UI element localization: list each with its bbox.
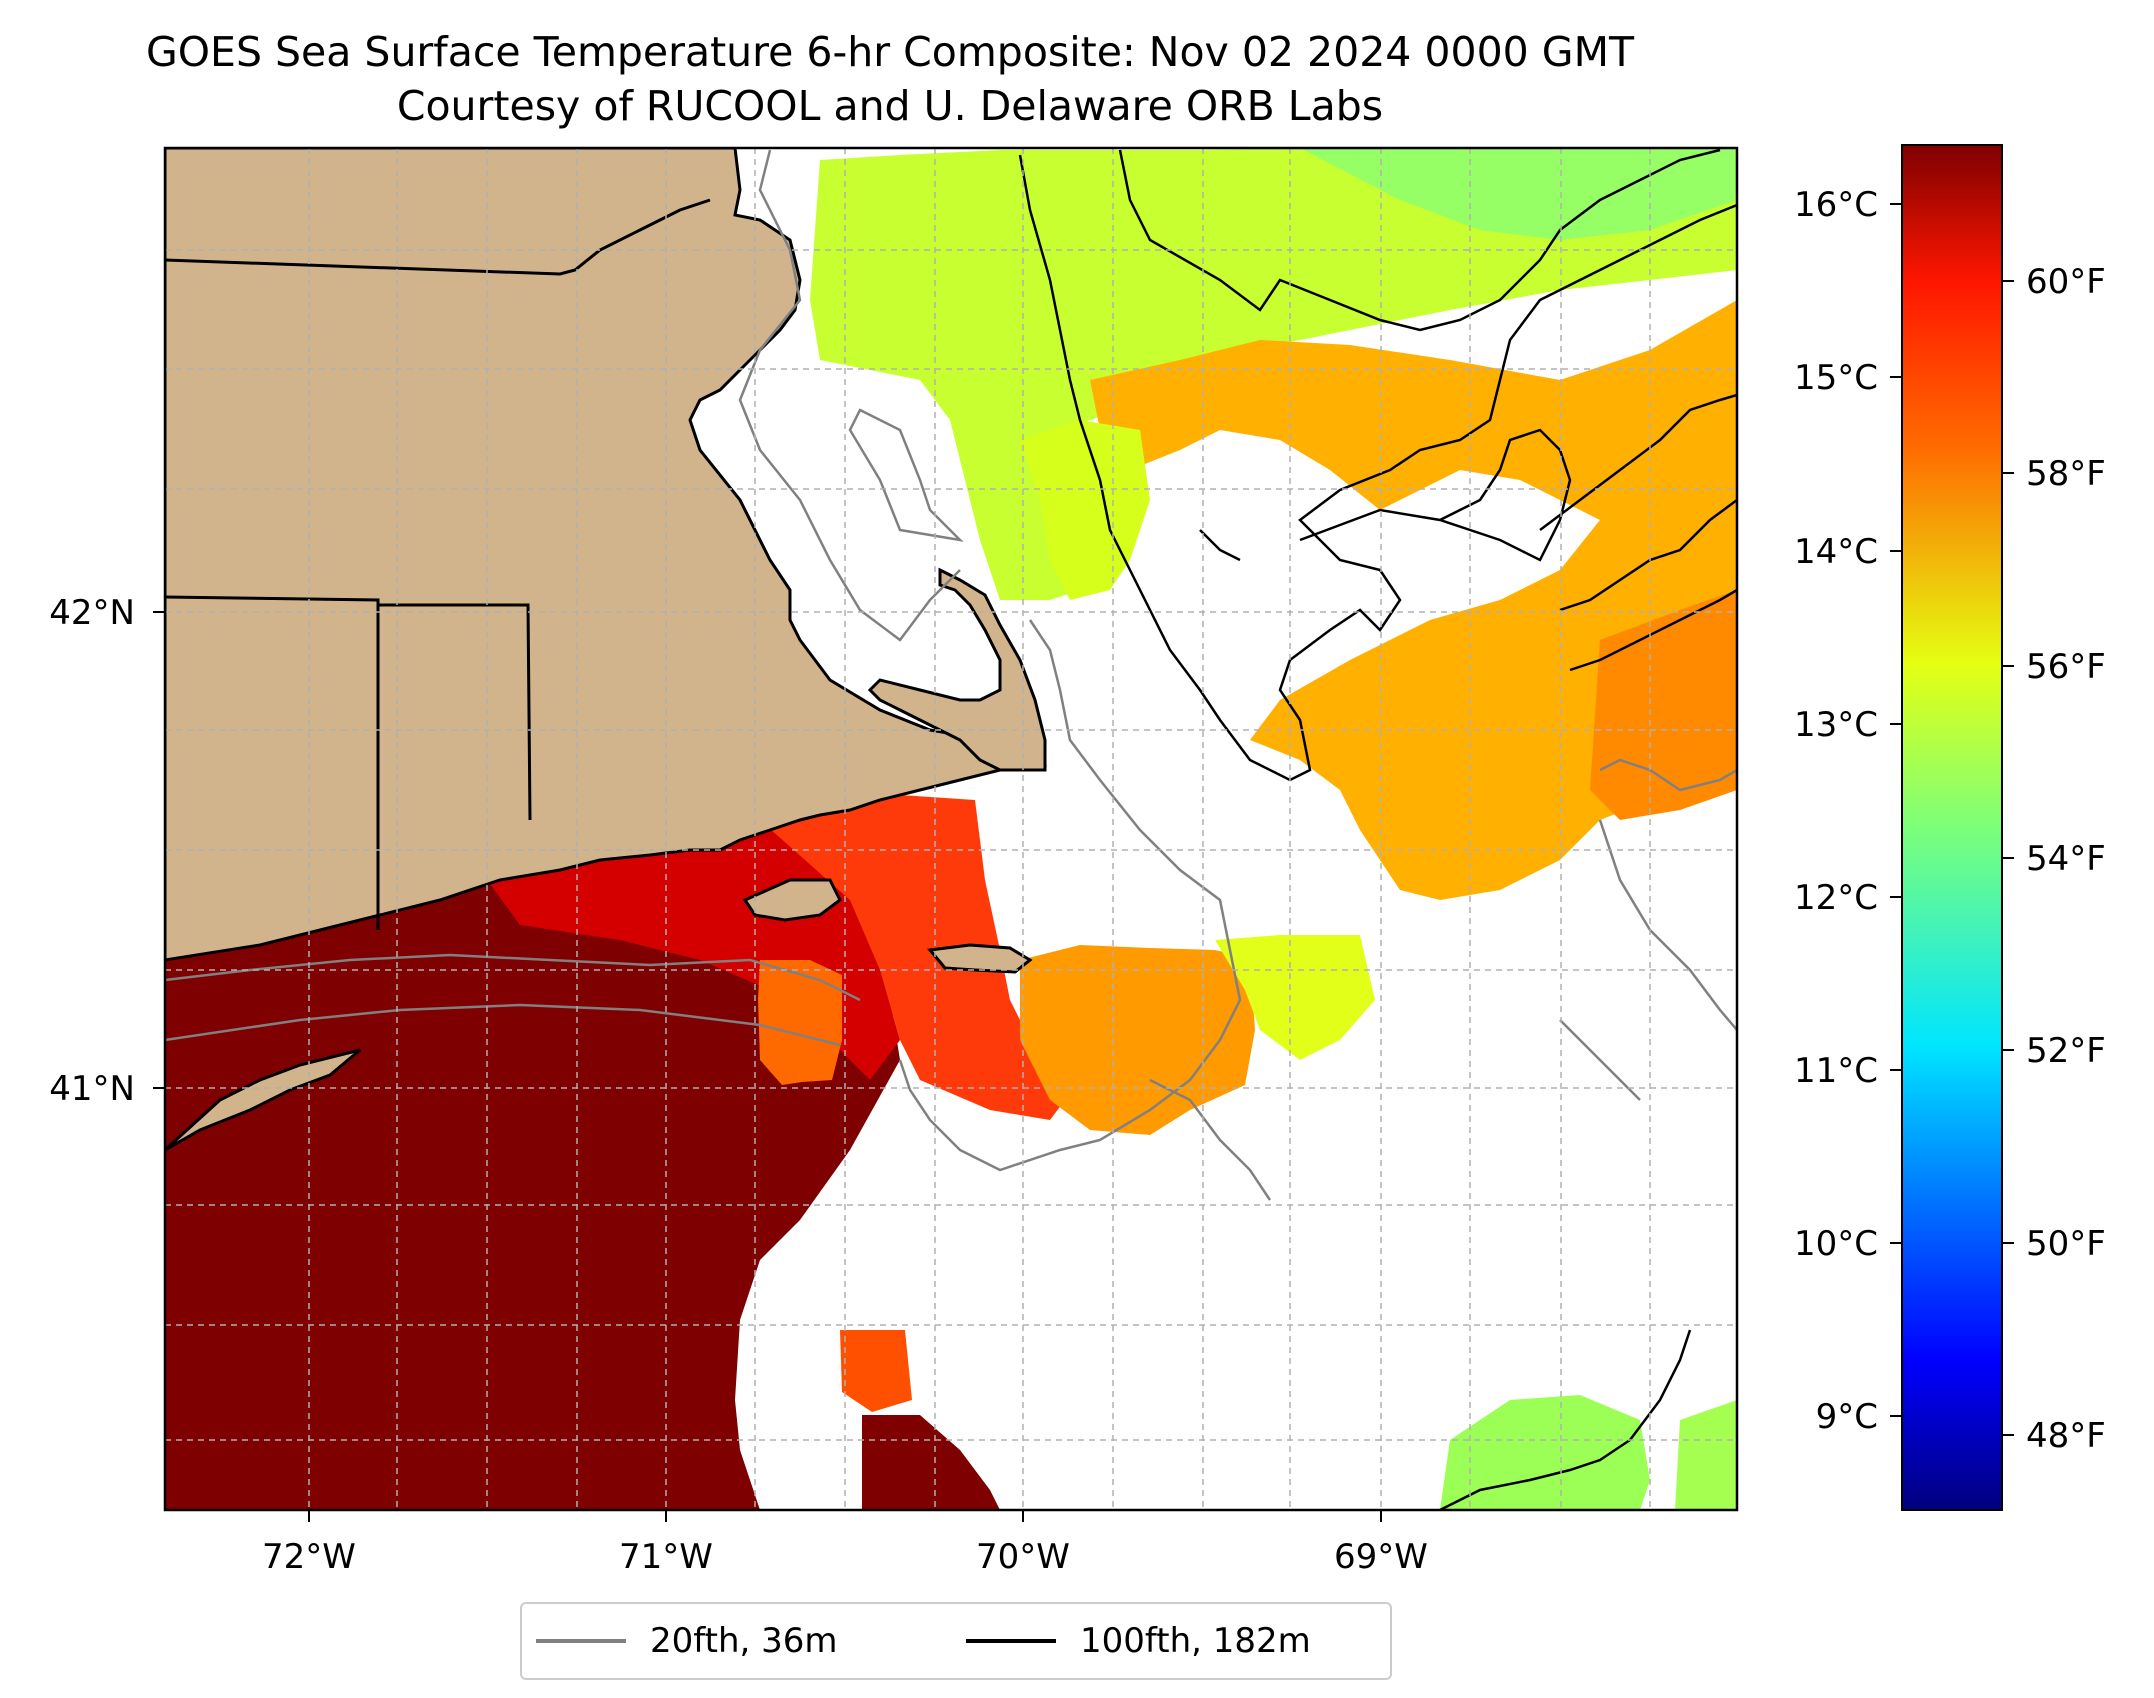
chart-subtitle: Courtesy of RUCOOL and U. Delaware ORB L…: [396, 82, 1384, 130]
legend-swatch-black: [966, 1639, 1056, 1643]
celsius-label: 10°C: [1794, 1224, 1878, 1264]
celsius-label: 14°C: [1794, 532, 1878, 572]
legend: 20fth, 36m 100fth, 182m: [520, 1602, 1392, 1680]
ma-ct-ri-border: [165, 595, 380, 930]
colorbar-ticks: [1890, 203, 2014, 1436]
sst-orange-patch-south2: [840, 1330, 912, 1412]
fahrenheit-label: 54°F: [2026, 839, 2106, 879]
axis-ticks: [153, 611, 1382, 1522]
map-frame: [163, 146, 1739, 1512]
celsius-label: 12°C: [1794, 878, 1878, 918]
sst-yellow-west-band: [1020, 420, 1150, 600]
lat-label: 41°N: [49, 1069, 135, 1109]
lon-axis-labels: 72°W 71°W 70°W 69°W: [262, 1537, 1428, 1577]
lat-label: 42°N: [49, 593, 135, 633]
map-area: [165, 148, 1737, 1510]
sst-green-south-east: [1440, 1395, 1650, 1510]
legend-item-100fth: 100fth, 182m: [966, 1604, 1311, 1678]
legend-label: 100fth, 182m: [1080, 1621, 1311, 1661]
isobath-20fth: [165, 149, 1737, 1201]
colorbar-celsius-labels: 16°C 15°C 14°C 13°C 12°C 11°C 10°C 9°C: [1794, 185, 1878, 1437]
sst-green-south-east2: [1675, 1400, 1737, 1510]
land-marthas-vineyard: [742, 878, 842, 922]
celsius-label: 16°C: [1794, 185, 1878, 225]
legend-swatch-gray: [536, 1639, 626, 1643]
celsius-label: 13°C: [1794, 705, 1878, 745]
graticule: [165, 148, 1737, 1510]
land-cape-cod: [867, 567, 1047, 772]
sst-field-warm: [165, 795, 1080, 1510]
isobath-100fth: [1018, 148, 1737, 1510]
celsius-label: 11°C: [1794, 1051, 1878, 1091]
sst-red-orange-region: [760, 795, 1080, 1120]
legend-item-20fth: 20fth, 36m: [536, 1604, 838, 1678]
sst-dark-patch-south: [862, 1415, 1000, 1510]
legend-label: 20fth, 36m: [650, 1621, 838, 1661]
fahrenheit-label: 50°F: [2026, 1224, 2106, 1264]
fahrenheit-label: 52°F: [2026, 1031, 2106, 1071]
colorbar: 16°C 15°C 14°C 13°C 12°C 11°C 10°C 9°C 6…: [1794, 144, 2106, 1511]
celsius-label: 9°C: [1816, 1397, 1878, 1437]
sst-field-cool: [810, 148, 1737, 1510]
fahrenheit-label: 48°F: [2026, 1416, 2106, 1456]
sst-deep-red-region: [165, 860, 900, 1510]
sst-north-lightgreen: [1300, 148, 1737, 240]
fahrenheit-label: 58°F: [2026, 454, 2106, 494]
fahrenheit-label: 56°F: [2026, 647, 2106, 687]
land-long-island: [165, 1048, 361, 1152]
colorbar-gradient: [1901, 144, 2003, 1511]
sst-yellow-green-region: [1215, 935, 1375, 1060]
ri-border: [378, 603, 532, 821]
lon-label: 70°W: [976, 1537, 1070, 1577]
lon-label: 69°W: [1334, 1537, 1428, 1577]
lon-label: 72°W: [262, 1537, 356, 1577]
lat-axis-labels: 42°N 41°N: [49, 593, 135, 1109]
lon-label: 71°W: [619, 1537, 713, 1577]
celsius-label: 15°C: [1794, 358, 1878, 398]
fahrenheit-label: 60°F: [2026, 262, 2106, 302]
sst-north-orange-band: [1090, 300, 1737, 900]
colorbar-fahrenheit-labels: 60°F 58°F 56°F 54°F 52°F 50°F 48°F: [2026, 262, 2106, 1456]
chart-title: GOES Sea Surface Temperature 6-hr Compos…: [146, 28, 1634, 76]
sst-orange-patch-south: [758, 960, 842, 1085]
